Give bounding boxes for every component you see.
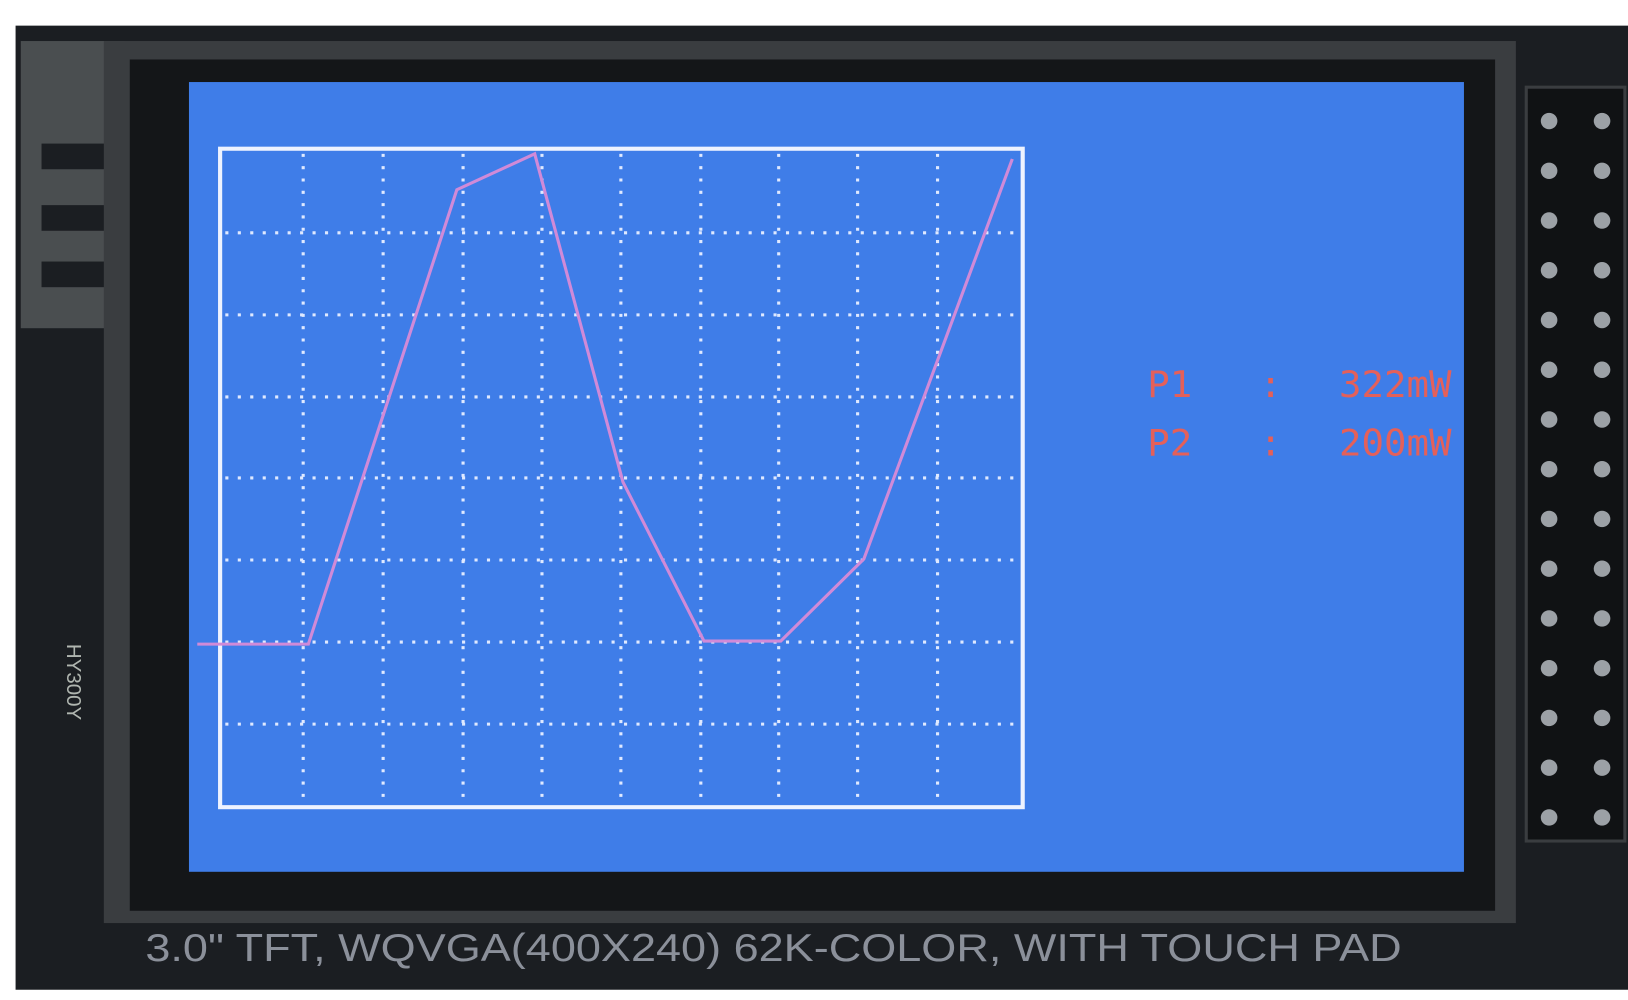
header	[1524, 85, 1627, 843]
pin	[1540, 361, 1558, 378]
pin	[1593, 560, 1611, 577]
pin	[1593, 411, 1611, 428]
header-pins	[1524, 85, 1627, 843]
waveform	[197, 151, 1014, 646]
pin	[1540, 212, 1558, 229]
reading-separator: :	[1259, 422, 1282, 465]
pin	[1540, 510, 1558, 528]
pin	[1593, 162, 1611, 179]
pin	[1540, 162, 1558, 179]
pin	[1593, 660, 1611, 677]
pin	[1540, 461, 1558, 478]
pin	[1593, 510, 1611, 528]
pin	[1593, 759, 1611, 776]
scope-frame	[218, 146, 1025, 810]
reading-label: P2	[1147, 422, 1192, 465]
pin	[1540, 112, 1558, 130]
connector-slot	[41, 205, 115, 231]
pin	[1540, 709, 1558, 727]
pin	[1593, 610, 1611, 627]
pin	[1593, 311, 1611, 329]
pin	[1593, 262, 1611, 279]
connector-slot	[41, 261, 115, 288]
display	[188, 82, 1464, 872]
pin	[1540, 759, 1558, 776]
pin	[1540, 560, 1558, 577]
pin	[1593, 461, 1611, 478]
reading-separator: :	[1259, 363, 1282, 406]
pin	[1540, 411, 1558, 428]
pin	[1540, 809, 1558, 826]
pin	[1540, 610, 1558, 627]
pin	[1593, 112, 1611, 130]
pin	[1593, 361, 1611, 378]
side-label: HY300Y	[62, 644, 85, 721]
reading-value: 200mW	[1339, 422, 1452, 465]
pin	[1593, 809, 1611, 826]
pin	[1593, 212, 1611, 229]
pin	[1540, 311, 1558, 329]
pin	[1540, 660, 1558, 677]
connector-slot	[41, 143, 115, 170]
pin	[1540, 262, 1558, 279]
board-caption: 3.0" TFT, WQVGA(400X240) 62K-COLOR, WITH…	[145, 927, 1401, 970]
pin	[1593, 709, 1611, 727]
reading-value: 322mW	[1339, 363, 1452, 406]
reading-label: P1	[1147, 363, 1192, 406]
